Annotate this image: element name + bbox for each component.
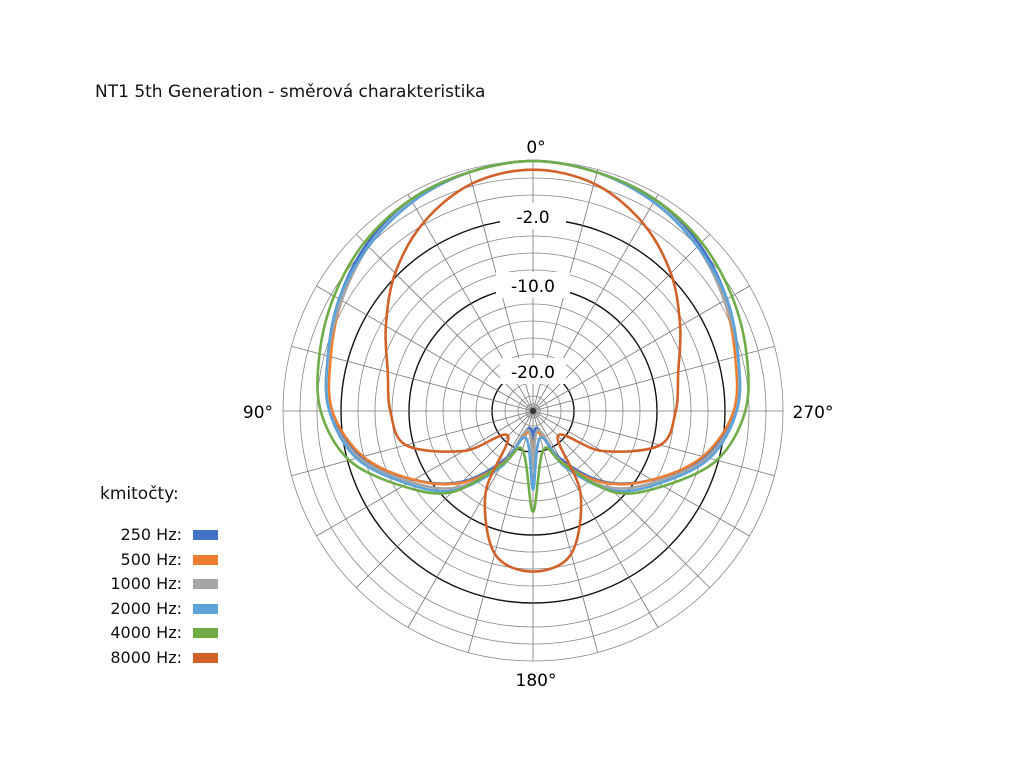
legend-swatch: [193, 603, 218, 614]
grid-spoke: [316, 285, 534, 412]
grid-spoke: [291, 410, 534, 477]
ring-label: -2.0: [516, 208, 549, 228]
legend-title: kmitočty:: [100, 484, 179, 504]
grid-spoke: [532, 410, 711, 589]
grid-spoke: [532, 410, 750, 537]
legend-label: 8000 Hz:: [110, 647, 182, 667]
polar-labels: -2.0 -10.0 -20.0 0° 90° 270° 180°: [243, 138, 834, 691]
series-curve-4000hz: [316, 159, 750, 514]
polar-grid: [282, 160, 784, 662]
legend-swatch: [193, 530, 218, 540]
grid-spoke: [532, 410, 775, 477]
angle-label-180: 180°: [516, 671, 557, 691]
grid-spoke: [355, 410, 534, 589]
legend-label: 1000 Hz:: [110, 574, 182, 593]
legend-label: 250 Hz:: [120, 525, 182, 544]
series-curve-8000hz: [384, 168, 682, 573]
grid-spoke: [532, 233, 711, 412]
legend-swatch: [193, 652, 218, 663]
ring-label: -10.0: [511, 277, 555, 297]
legend-label: 2000 Hz:: [110, 598, 182, 618]
grid-spoke: [532, 285, 750, 412]
series-curve-2000hz: [324, 159, 742, 493]
legend-swatch: [193, 628, 218, 638]
legend-swatch: [193, 554, 218, 565]
ring-label-bg: [496, 272, 570, 298]
ring-label-bg: [500, 203, 566, 229]
grid-spoke: [316, 410, 534, 537]
chart-title: NT1 5th Generation - směrová charakteris…: [95, 82, 486, 102]
polar-curves: [316, 159, 750, 573]
angle-label-270: 270°: [793, 403, 834, 423]
angle-label-90: 90°: [243, 403, 273, 423]
grid-spoke: [355, 233, 534, 412]
legend-swatch: [193, 579, 218, 589]
ring-label: -20.0: [511, 363, 555, 383]
angle-label-0: 0°: [526, 138, 545, 158]
ring-label-bg: [500, 358, 566, 384]
legend-label: 500 Hz:: [120, 549, 182, 569]
center-dot: [530, 408, 536, 414]
series-curve-1000hz: [324, 159, 742, 490]
grid-spoke: [407, 410, 534, 628]
legend-label: 4000 Hz:: [110, 623, 182, 642]
grid-spoke: [532, 410, 659, 628]
